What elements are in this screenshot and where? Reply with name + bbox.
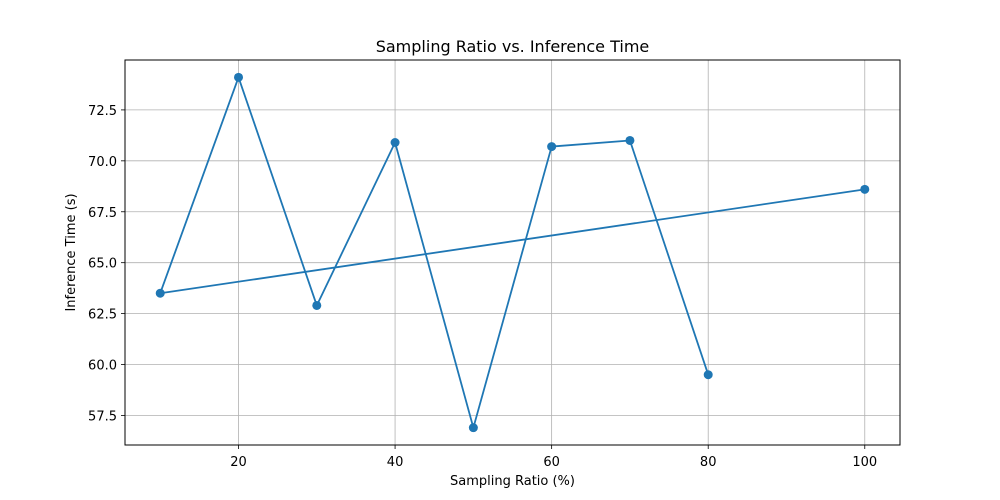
x-tick-label: 40: [387, 455, 404, 470]
y-tick-label: 67.5: [88, 206, 117, 221]
series-line: [159, 76, 865, 429]
plot-frame: [124, 59, 901, 446]
data-point-marker: [312, 300, 322, 310]
y-tick-label: 72.5: [88, 104, 117, 119]
data-point-marker: [468, 423, 478, 433]
data-point-marker: [390, 138, 400, 147]
data-point-marker: [703, 370, 713, 380]
y-tick-label: 57.5: [88, 409, 117, 424]
x-axis-ticks: 20 40 60 80 100: [230, 445, 877, 470]
data-point-marker: [234, 72, 244, 82]
y-tick-label: 60.0: [88, 359, 117, 374]
y-tick-label: 62.5: [88, 308, 117, 323]
y-axis-ticks: 57.5 60.0 62.5 65.0 67.5 70.0 72.5: [88, 104, 125, 424]
data-point-marker: [860, 184, 870, 194]
data-point-marker: [155, 288, 165, 298]
data-point-marker: [547, 142, 557, 152]
x-tick-label: 20: [230, 455, 247, 470]
y-tick-label: 65.0: [88, 257, 117, 272]
chart-title: Sampling Ratio vs. Inference Time: [376, 37, 650, 56]
x-tick-label: 60: [543, 455, 560, 470]
series-polyline: [159, 76, 865, 429]
y-tick-label: 70.0: [88, 155, 117, 170]
x-tick-label: 80: [700, 455, 717, 470]
grid: [125, 60, 900, 445]
data-point-marker: [625, 135, 635, 145]
x-axis-label: Sampling Ratio (%): [450, 474, 575, 489]
y-axis-label: Inference Time (s): [64, 193, 79, 311]
x-tick-label: 100: [852, 455, 877, 470]
data-points: [155, 72, 870, 433]
